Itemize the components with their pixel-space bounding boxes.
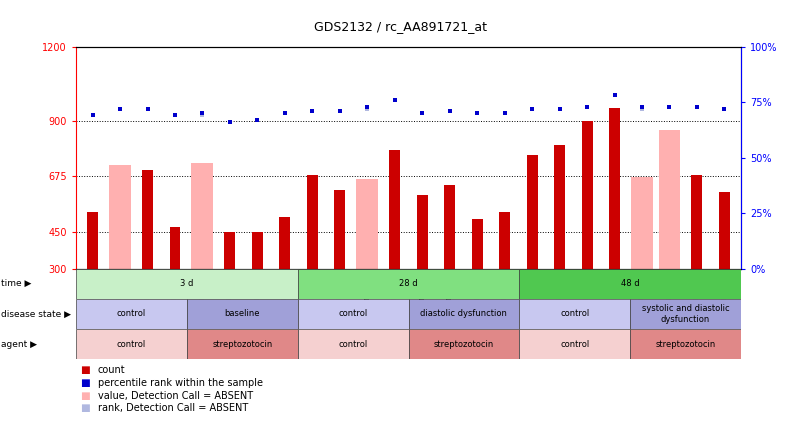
Bar bbox=[187, 299, 298, 329]
Bar bbox=[298, 269, 519, 299]
Bar bbox=[224, 232, 235, 269]
Text: streptozotocin: streptozotocin bbox=[212, 340, 272, 349]
Bar bbox=[109, 165, 131, 269]
Text: baseline: baseline bbox=[224, 309, 260, 318]
Bar bbox=[630, 329, 741, 359]
Text: control: control bbox=[117, 309, 146, 318]
Bar bbox=[87, 212, 98, 269]
Bar bbox=[191, 163, 213, 269]
Text: streptozotocin: streptozotocin bbox=[655, 340, 715, 349]
Bar bbox=[298, 299, 409, 329]
Text: count: count bbox=[98, 365, 125, 375]
Bar bbox=[187, 329, 298, 359]
Bar bbox=[519, 299, 630, 329]
Text: ■: ■ bbox=[80, 391, 90, 400]
Text: 48 d: 48 d bbox=[621, 279, 639, 288]
Bar bbox=[582, 121, 593, 269]
Bar bbox=[417, 194, 428, 269]
Bar bbox=[76, 329, 187, 359]
Bar bbox=[445, 185, 455, 269]
Text: 28 d: 28 d bbox=[399, 279, 418, 288]
Text: control: control bbox=[560, 309, 590, 318]
Bar bbox=[719, 192, 730, 269]
Bar bbox=[554, 145, 565, 269]
Bar bbox=[170, 227, 180, 269]
Text: value, Detection Call = ABSENT: value, Detection Call = ABSENT bbox=[98, 391, 253, 400]
Text: diastolic dysfunction: diastolic dysfunction bbox=[421, 309, 507, 318]
Text: systolic and diastolic
dysfunction: systolic and diastolic dysfunction bbox=[642, 304, 730, 324]
Bar bbox=[76, 299, 187, 329]
Bar bbox=[252, 232, 263, 269]
Bar bbox=[472, 219, 483, 269]
Text: GDS2132 / rc_AA891721_at: GDS2132 / rc_AA891721_at bbox=[314, 20, 487, 33]
Bar bbox=[409, 299, 519, 329]
Text: agent ▶: agent ▶ bbox=[1, 340, 37, 349]
Bar bbox=[609, 108, 620, 269]
Text: control: control bbox=[117, 340, 146, 349]
Bar bbox=[356, 178, 378, 269]
Bar bbox=[76, 269, 298, 299]
Text: percentile rank within the sample: percentile rank within the sample bbox=[98, 378, 263, 388]
Text: ■: ■ bbox=[80, 365, 90, 375]
Bar bbox=[307, 175, 318, 269]
Bar bbox=[630, 299, 741, 329]
Bar bbox=[499, 212, 510, 269]
Bar bbox=[334, 190, 345, 269]
Text: ■: ■ bbox=[80, 404, 90, 413]
Text: 3 d: 3 d bbox=[180, 279, 194, 288]
Bar bbox=[409, 329, 519, 359]
Text: ■: ■ bbox=[80, 378, 90, 388]
Bar bbox=[631, 177, 653, 269]
Bar bbox=[691, 175, 702, 269]
Bar bbox=[658, 131, 681, 269]
Text: disease state ▶: disease state ▶ bbox=[1, 309, 70, 318]
Text: control: control bbox=[560, 340, 590, 349]
Bar bbox=[389, 150, 400, 269]
Bar bbox=[519, 269, 741, 299]
Bar bbox=[526, 155, 537, 269]
Bar bbox=[519, 329, 630, 359]
Bar bbox=[280, 217, 291, 269]
Bar bbox=[142, 170, 153, 269]
Text: time ▶: time ▶ bbox=[1, 279, 31, 288]
Text: streptozotocin: streptozotocin bbox=[434, 340, 494, 349]
Text: rank, Detection Call = ABSENT: rank, Detection Call = ABSENT bbox=[98, 404, 248, 413]
Text: control: control bbox=[339, 309, 368, 318]
Text: control: control bbox=[339, 340, 368, 349]
Bar bbox=[298, 329, 409, 359]
